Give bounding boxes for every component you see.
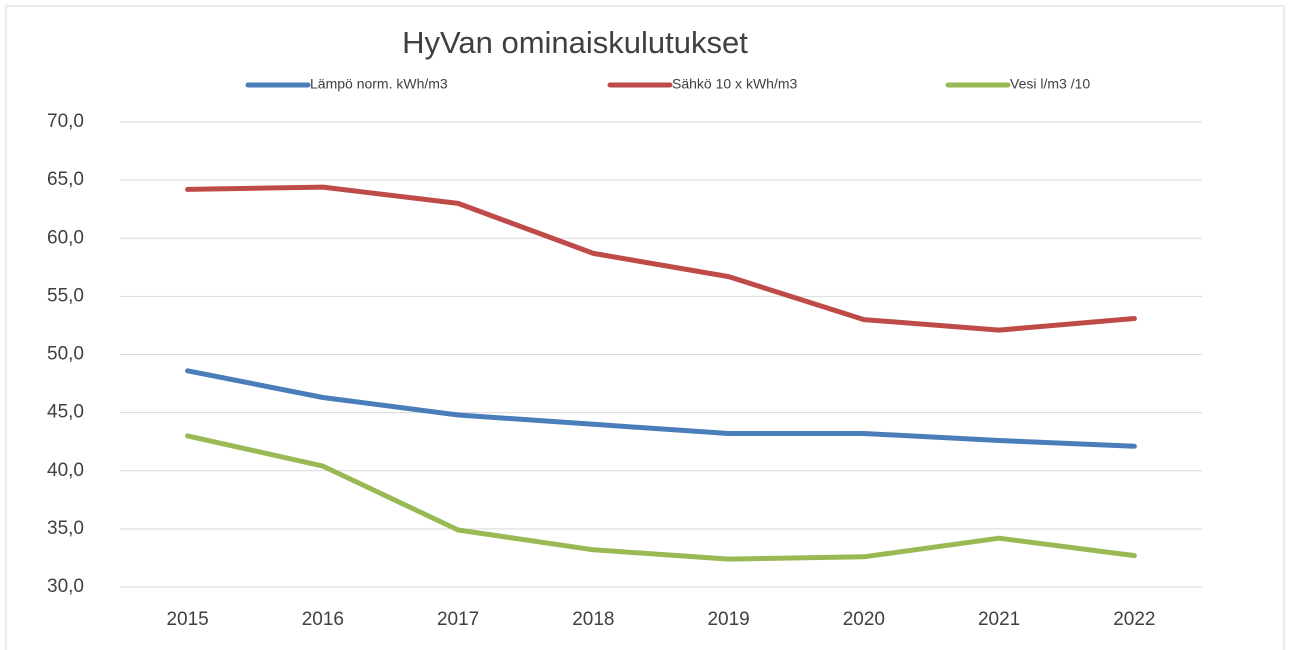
x-tick-label: 2018 <box>572 609 614 630</box>
x-tick-label: 2019 <box>707 609 749 630</box>
series-line <box>185 433 1137 562</box>
y-tick-label: 30,0 <box>47 576 84 597</box>
series-line <box>185 368 1137 449</box>
y-tick-label: 55,0 <box>47 285 84 306</box>
x-tick-label: 2016 <box>302 609 344 630</box>
x-tick-label: 2015 <box>166 609 208 630</box>
legend-label: Sähkö 10 x kWh/m3 <box>672 76 797 92</box>
x-tick-label: 2021 <box>978 609 1020 630</box>
y-tick-label: 70,0 <box>47 111 84 132</box>
x-tick-label: 2022 <box>1113 609 1155 630</box>
frame <box>5 5 1285 650</box>
y-tick-label: 45,0 <box>47 402 84 423</box>
x-tick-label: 2020 <box>843 609 885 630</box>
series-line <box>185 184 1137 333</box>
chart-title: HyVan ominaiskulutukset <box>402 25 748 60</box>
y-tick-label: 40,0 <box>47 460 84 481</box>
y-tick-label: 65,0 <box>47 169 84 190</box>
x-tick-label: 2017 <box>437 609 479 630</box>
legend-label: Vesi l/m3 /10 <box>1010 76 1090 92</box>
legend-label: Lämpö norm. kWh/m3 <box>310 76 448 92</box>
y-tick-label: 50,0 <box>47 344 84 365</box>
y-tick-label: 35,0 <box>47 518 84 539</box>
y-tick-label: 60,0 <box>47 227 84 248</box>
